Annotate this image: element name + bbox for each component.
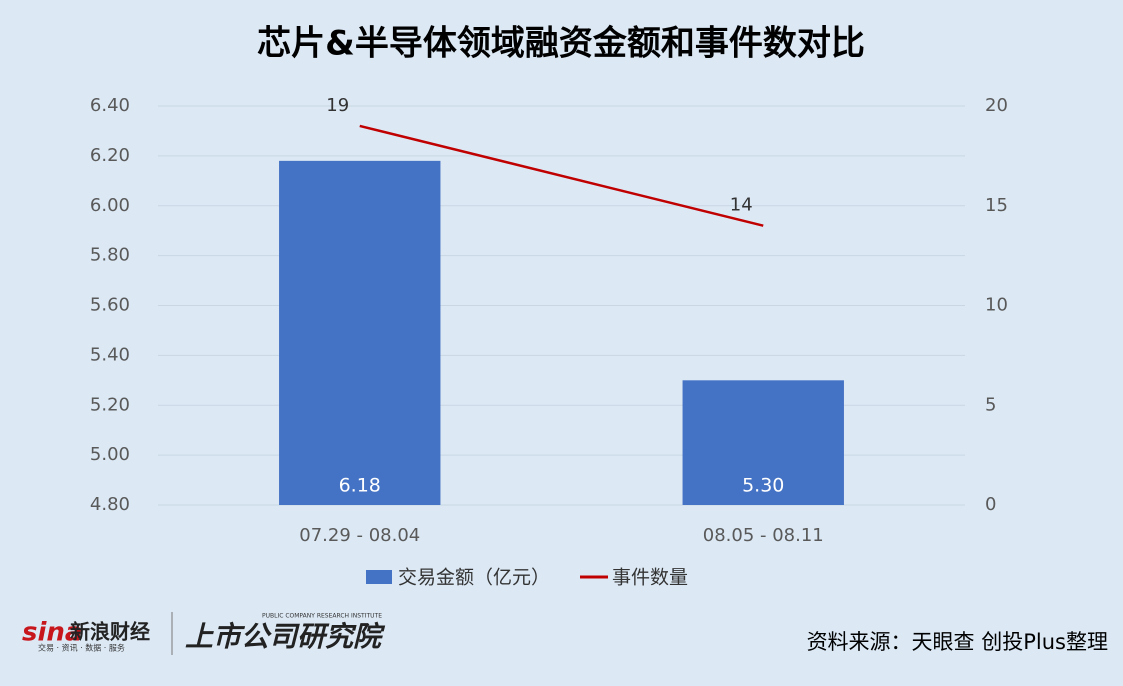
- bar: [682, 380, 844, 505]
- y-tick-label: 6.20: [90, 145, 130, 166]
- x-tick-label: 08.05 - 08.11: [703, 525, 824, 546]
- y2-tick-label: 5: [985, 394, 996, 415]
- bar-value-label: 5.30: [742, 475, 784, 497]
- line-value-label: 14: [730, 195, 753, 216]
- sina-logo: sina: [22, 618, 82, 648]
- legend-label: 事件数量: [612, 567, 688, 589]
- y-tick-label: 5.80: [90, 245, 130, 266]
- legend-label: 交易金额（亿元）: [398, 567, 550, 589]
- y-tick-label: 5.40: [90, 344, 130, 365]
- y-tick-label: 6.40: [90, 95, 130, 116]
- y-tick-label: 6.00: [90, 195, 130, 216]
- x-tick-label: 07.29 - 08.04: [299, 525, 420, 546]
- brand: 新浪财经: [70, 620, 150, 644]
- chart-title: 芯片&半导体领域融资金额和事件数对比: [257, 24, 865, 64]
- y-tick-label: 5.60: [90, 295, 130, 316]
- y-tick-label: 4.80: [90, 494, 130, 515]
- line-value-label: 19: [326, 95, 349, 116]
- y2-tick-label: 0: [985, 494, 996, 515]
- institute: 上市公司研究院: [185, 620, 386, 653]
- slogan: 交易 · 资讯 · 数据 · 服务: [38, 643, 125, 653]
- bar: [279, 160, 441, 506]
- legend-swatch: [366, 570, 392, 584]
- y-tick-label: 5.20: [90, 394, 130, 415]
- y2-tick-label: 15: [985, 195, 1008, 216]
- y2-tick-label: 20: [985, 95, 1008, 116]
- source: 资料来源：天眼查 创投Plus整理: [807, 630, 1108, 654]
- institute-en: PUBLIC COMPANY RESEARCH INSTITUTE: [262, 613, 382, 620]
- footer: sina 新浪财经 交易 · 资讯 · 数据 · 服务 上市公司研究院 PUBL…: [22, 612, 1108, 655]
- y-tick-label: 5.00: [90, 444, 130, 465]
- bar-value-label: 6.18: [339, 475, 381, 497]
- y2-tick-label: 10: [985, 295, 1008, 316]
- line: [359, 124, 764, 227]
